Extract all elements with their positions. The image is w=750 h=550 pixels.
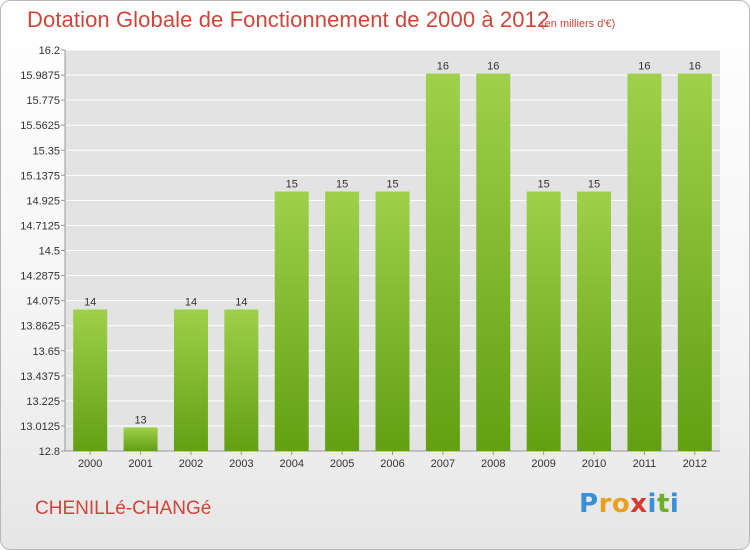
proxiti-logo[interactable]: Proxiti [579,489,679,519]
x-tick-label: 2011 [633,458,657,470]
bar [375,191,410,451]
y-tick-label: 15.5625 [20,120,60,132]
bar-value-label: 15 [386,179,398,191]
x-tick-label: 2000 [78,458,102,470]
logo-letter: P [579,489,599,519]
y-tick-label: 14.5 [39,246,60,258]
bar [526,191,561,451]
y-tick-label: 15.35 [32,145,60,157]
bar [274,191,309,451]
y-tick-label: 15.1375 [20,170,60,182]
y-tick-label: 13.0125 [20,421,60,433]
bar [677,73,712,452]
bar [173,309,208,451]
logo-letter: x [630,489,648,519]
x-tick-label: 2006 [380,458,404,470]
x-tick-label: 2008 [481,458,505,470]
bar-value-label: 15 [286,179,298,191]
chart-subtitle: (en milliers d'€) [541,18,616,30]
bar-value-label: 16 [638,61,650,73]
bar [123,427,158,451]
bar-value-label: 14 [235,296,247,308]
bar-value-label: 16 [689,61,701,73]
y-tick-label: 13.65 [32,346,60,358]
bar [73,309,108,451]
y-tick-label: 15.775 [26,95,60,107]
chart-title: Dotation Globale de Fonctionnement de 20… [27,7,550,32]
bar-value-label: 15 [336,179,348,191]
bar [476,73,511,452]
y-tick-label: 13.8625 [20,321,60,333]
bar [224,309,259,451]
logo-letter: t [656,489,670,519]
x-tick-label: 2007 [431,458,455,470]
x-tick-label: 2010 [582,458,606,470]
logo-letter: r [598,489,612,519]
x-tick-label: 2002 [179,458,203,470]
bar-value-label: 14 [84,296,96,308]
commune-name: CHENILLé-CHANGé [35,498,212,519]
y-tick-label: 16.2 [39,45,60,57]
x-tick-label: 2009 [531,458,555,470]
y-tick-label: 13.225 [26,396,60,408]
y-tick-label: 12.8 [39,446,60,458]
bar-value-label: 14 [185,296,197,308]
x-tick-label: 2003 [229,458,253,470]
y-tick-label: 13.4375 [20,371,60,383]
logo-letter: i [669,489,680,519]
x-tick-label: 2005 [330,458,354,470]
y-tick-label: 15.9875 [20,70,60,82]
bar-value-label: 13 [134,414,146,426]
bar-value-label: 15 [588,179,600,191]
logo-letter: i [647,489,657,519]
logo-letter: o [611,489,631,519]
bar [425,73,460,452]
bar-value-label: 16 [437,61,449,73]
y-tick-label: 14.2875 [20,271,60,283]
bar [325,191,360,451]
x-tick-label: 2012 [683,458,707,470]
bar [577,191,612,451]
bar [627,73,662,452]
y-tick-label: 14.925 [26,195,60,207]
y-tick-label: 14.075 [26,296,60,308]
bar-value-label: 16 [487,61,499,73]
x-tick-label: 2001 [128,458,152,470]
x-tick-label: 2004 [279,458,303,470]
bar-value-label: 15 [538,179,550,191]
y-tick-label: 14.7125 [20,220,60,232]
